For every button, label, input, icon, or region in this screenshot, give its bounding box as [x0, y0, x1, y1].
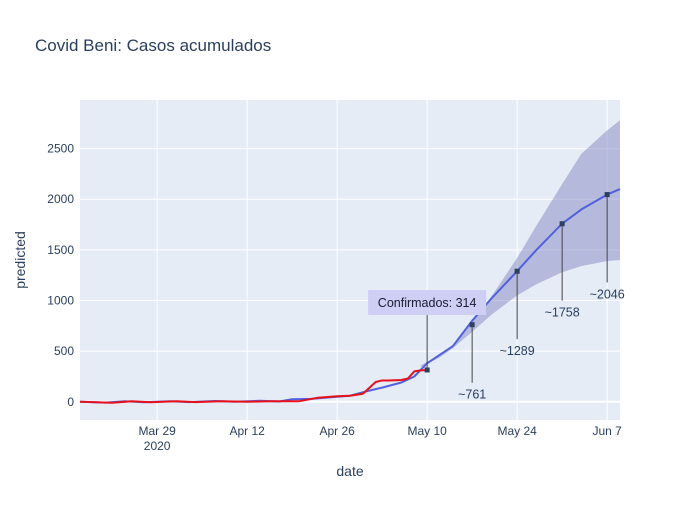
annotation-layer: Confirmados: 314 ~761 ~1289 ~1758 ~2046 [368, 194, 625, 402]
x-tick-label: Mar 29 [138, 424, 176, 438]
x-tick-label: Apr 26 [319, 424, 355, 438]
x-tick-label: May 24 [497, 424, 537, 438]
y-tick-label: 1500 [47, 243, 74, 257]
x-axis-label: date [336, 463, 363, 479]
confidence-band [420, 120, 620, 368]
y-tick-label: 0 [67, 395, 74, 409]
chart-title: Covid Beni: Casos acumulados [35, 36, 271, 55]
x-tick-label: Jun 7 [592, 424, 622, 438]
x-tick-label: Apr 12 [229, 424, 265, 438]
confidence-band-layer [420, 120, 620, 368]
x-tick-sublabel: 2020 [144, 439, 171, 453]
series-line-confirmados [79, 369, 428, 404]
annotation-label: ~1289 [500, 344, 535, 358]
y-tick-label: 500 [54, 344, 74, 358]
annotation-label: Confirmados: 314 [378, 296, 477, 310]
series-layer [79, 188, 621, 404]
annotation-label: ~761 [458, 388, 486, 402]
annotation-label: ~2046 [590, 287, 625, 301]
y-axis-label: predicted [12, 231, 28, 289]
y-tick-label: 1000 [47, 294, 74, 308]
y-tick-label: 2000 [47, 192, 74, 206]
y-tick-label: 2500 [47, 142, 74, 156]
x-tick-label: May 10 [407, 424, 447, 438]
annotation-box [368, 290, 487, 316]
annotation-label: ~1758 [545, 306, 580, 320]
